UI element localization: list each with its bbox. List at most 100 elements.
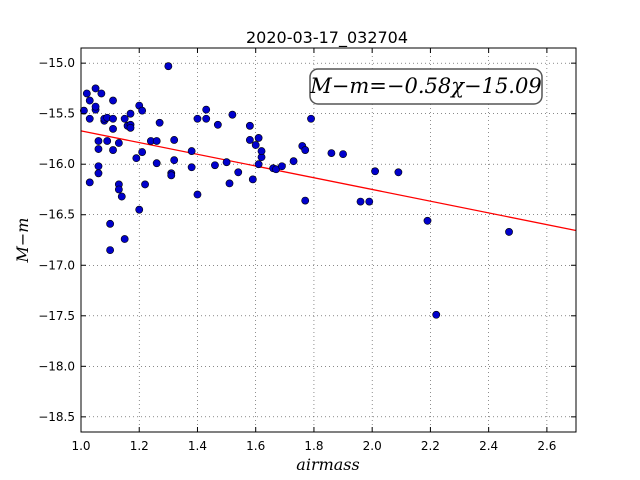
fit-line (80, 130, 577, 232)
data-point (94, 145, 103, 153)
y-tick-label: −15.5 (38, 107, 75, 121)
x-tick-label: 1.4 (188, 439, 207, 453)
data-point (85, 96, 94, 105)
data-point (202, 105, 211, 114)
x-tick-label: 1.2 (130, 439, 149, 453)
data-point (193, 114, 202, 123)
data-point (91, 102, 100, 111)
data-point (80, 106, 88, 115)
x-tick-labels: 1.0 1.2 1.4 1.6 1.8 2.0 2.2 2.4 2.6 (71, 439, 556, 453)
data-point (94, 137, 103, 145)
data-point (85, 114, 94, 123)
data-point (120, 114, 129, 123)
x-tick-label: 2.4 (479, 439, 498, 453)
data-point (167, 171, 176, 180)
data-point (234, 168, 243, 177)
data-point (85, 178, 94, 187)
data-point (257, 147, 266, 155)
y-tick-label: −18.5 (38, 410, 75, 424)
x-tick-label: 1.8 (304, 439, 323, 453)
x-tick-label: 1.6 (246, 439, 265, 453)
data-point (82, 89, 91, 98)
data-point (254, 160, 263, 169)
data-point (170, 136, 179, 144)
y-axis-label: M−m (13, 218, 32, 264)
data-point (109, 146, 117, 154)
x-tick-label: 2.6 (537, 439, 556, 453)
data-point (152, 137, 161, 145)
data-point (278, 162, 286, 171)
data-point (152, 159, 161, 168)
data-point (505, 228, 513, 236)
data-point (97, 89, 106, 98)
x-axis-label: airmass (296, 455, 359, 474)
data-point (138, 148, 147, 156)
data-point (106, 219, 115, 228)
y-tick-label: −16.5 (38, 208, 75, 222)
data-point (126, 109, 135, 118)
data-point (155, 118, 164, 127)
data-point (245, 136, 254, 144)
annotation-box: M−m=−0.58χ−15.09 (309, 68, 543, 105)
data-point (187, 147, 196, 155)
annotation-frame (309, 68, 543, 105)
data-point (117, 192, 126, 201)
data-point (327, 149, 336, 157)
data-point (248, 175, 257, 184)
data-point (109, 96, 117, 105)
data-point (222, 158, 231, 167)
data-point (365, 197, 374, 206)
data-point (339, 150, 347, 159)
data-point (170, 156, 179, 165)
data-point (213, 120, 222, 129)
data-point (120, 235, 129, 243)
plot-frame (80, 47, 577, 433)
data-point (254, 134, 263, 142)
grid-lines (80, 48, 576, 432)
data-point (225, 179, 234, 188)
y-tick-label: −18.0 (38, 359, 75, 373)
data-point (94, 162, 103, 171)
data-point (394, 168, 403, 177)
data-point (94, 169, 103, 178)
data-point (432, 310, 441, 319)
data-point (132, 154, 141, 163)
data-point (109, 114, 117, 123)
data-point (289, 157, 298, 166)
y-tick-label: −16.0 (38, 157, 75, 171)
data-point (164, 62, 173, 71)
x-tick-label: 2.2 (421, 439, 440, 453)
data-point (103, 137, 112, 145)
data-point (114, 185, 123, 194)
data-point (301, 146, 310, 154)
fit-line-layer (80, 130, 577, 232)
data-point (245, 121, 254, 130)
axis-ticks (80, 48, 576, 432)
data-points (80, 62, 513, 319)
x-tick-label: 1.0 (71, 439, 90, 453)
chart-title: 2020-03-17_032704 (246, 28, 408, 48)
data-point (126, 123, 135, 132)
data-point (135, 205, 144, 214)
y-tick-label: −15.0 (38, 56, 75, 70)
data-point (141, 180, 149, 189)
data-point (193, 190, 202, 199)
data-point (211, 161, 219, 170)
data-point (228, 110, 237, 119)
data-point (106, 246, 115, 255)
x-tick-label: 2.0 (363, 439, 382, 453)
data-point (371, 167, 379, 176)
data-point (114, 139, 123, 147)
data-point (91, 84, 100, 93)
data-point (109, 124, 117, 133)
fit-equation: M−m=−0.58χ−15.09 (309, 74, 541, 98)
data-point (187, 163, 196, 172)
data-point (251, 141, 260, 149)
data-point (202, 114, 211, 123)
data-point (423, 216, 432, 225)
data-point (301, 196, 310, 205)
data-point (138, 106, 147, 115)
y-tick-label: −17.0 (38, 258, 75, 272)
data-point (356, 197, 365, 206)
